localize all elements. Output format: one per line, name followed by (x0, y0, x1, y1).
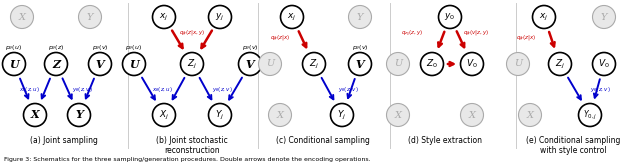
Text: V: V (246, 59, 254, 70)
Text: X: X (276, 111, 284, 120)
Text: $y_\theta(z, v)$: $y_\theta(z, v)$ (338, 85, 358, 94)
Text: $V_0$: $V_0$ (598, 58, 610, 70)
Text: X: X (394, 111, 401, 120)
Text: Y: Y (601, 12, 607, 21)
Text: X: X (468, 111, 476, 120)
Text: X: X (527, 111, 534, 120)
Text: $p_\theta(u)$: $p_\theta(u)$ (125, 43, 143, 52)
Text: (a) Joint sampling: (a) Joint sampling (30, 136, 98, 145)
Text: V: V (96, 59, 104, 70)
Circle shape (209, 6, 232, 29)
Text: $p_\theta(v)$: $p_\theta(v)$ (92, 43, 108, 52)
Circle shape (259, 52, 282, 75)
Circle shape (152, 6, 175, 29)
Circle shape (387, 103, 410, 126)
Circle shape (152, 103, 175, 126)
Text: $Z_0$: $Z_0$ (426, 58, 438, 70)
Text: $x_j$: $x_j$ (287, 11, 297, 23)
Text: $x_j$: $x_j$ (159, 11, 169, 23)
Text: Figure 3: Schematics for the three sampling/generation procedures. Double arrows: Figure 3: Schematics for the three sampl… (4, 157, 371, 162)
Circle shape (209, 103, 232, 126)
Circle shape (269, 103, 291, 126)
Text: U: U (394, 60, 402, 69)
Circle shape (330, 103, 353, 126)
Circle shape (461, 103, 483, 126)
Circle shape (593, 6, 616, 29)
Circle shape (506, 52, 529, 75)
Text: (b) Joint stochastic
reconstruction: (b) Joint stochastic reconstruction (156, 136, 228, 155)
Text: $Z_j$: $Z_j$ (555, 57, 565, 71)
Text: $p_\theta(z)$: $p_\theta(z)$ (48, 43, 64, 52)
Circle shape (24, 103, 47, 126)
Text: $p_\theta(u)$: $p_\theta(u)$ (6, 43, 22, 52)
Text: $p_\theta(v)$: $p_\theta(v)$ (351, 43, 369, 52)
Circle shape (548, 52, 572, 75)
Text: U: U (129, 59, 139, 70)
Circle shape (349, 52, 371, 75)
Circle shape (518, 103, 541, 126)
Text: $Y_j$: $Y_j$ (337, 108, 347, 122)
Circle shape (349, 6, 371, 29)
Circle shape (10, 6, 33, 29)
Circle shape (180, 52, 204, 75)
Text: $y_\theta(z, v)$: $y_\theta(z, v)$ (589, 85, 611, 94)
Text: $q_\phi(z|x)$: $q_\phi(z|x)$ (270, 33, 290, 43)
Circle shape (122, 52, 145, 75)
Text: $y_\theta(z, v)$: $y_\theta(z, v)$ (72, 85, 92, 94)
Circle shape (593, 52, 616, 75)
Text: $q_\phi(z|x)$: $q_\phi(z|x)$ (516, 33, 536, 43)
Circle shape (79, 6, 102, 29)
Text: Y: Y (87, 12, 93, 21)
Circle shape (387, 52, 410, 75)
Text: X: X (19, 12, 26, 21)
Circle shape (239, 52, 262, 75)
Circle shape (280, 6, 303, 29)
Circle shape (45, 52, 67, 75)
Text: U: U (9, 59, 19, 70)
Text: $y_j$: $y_j$ (215, 11, 225, 23)
Text: $x_\theta(z, u)$: $x_\theta(z, u)$ (19, 85, 40, 94)
Text: U: U (514, 60, 522, 69)
Text: $x_\theta(z, u)$: $x_\theta(z, u)$ (152, 85, 172, 94)
Text: $p_\theta(v)$: $p_\theta(v)$ (242, 43, 259, 52)
Text: $Y_j$: $Y_j$ (216, 108, 225, 122)
Text: $x_j$: $x_j$ (540, 11, 548, 23)
Circle shape (303, 52, 326, 75)
Circle shape (579, 103, 602, 126)
Text: $q_{z_0}(z, y)$: $q_{z_0}(z, y)$ (401, 28, 423, 38)
Text: $y_0$: $y_0$ (444, 11, 456, 22)
Text: Y: Y (75, 110, 83, 121)
Circle shape (438, 6, 461, 29)
Circle shape (3, 52, 26, 75)
Circle shape (88, 52, 111, 75)
Text: $q_\phi(v|z, y)$: $q_\phi(v|z, y)$ (463, 28, 489, 38)
Text: (e) Conditional sampling
with style control: (e) Conditional sampling with style cont… (525, 136, 620, 155)
Text: X: X (31, 110, 39, 121)
Text: $q_\phi(z|x, y)$: $q_\phi(z|x, y)$ (179, 28, 205, 38)
Circle shape (420, 52, 444, 75)
Text: Z: Z (52, 59, 60, 70)
Circle shape (461, 52, 483, 75)
Text: $Y_{0,j}$: $Y_{0,j}$ (583, 108, 597, 122)
Text: $Z_j$: $Z_j$ (187, 57, 197, 71)
Text: (c) Conditional sampling: (c) Conditional sampling (276, 136, 370, 145)
Text: $y_\theta(z, v)$: $y_\theta(z, v)$ (212, 85, 232, 94)
Circle shape (532, 6, 556, 29)
Text: $Z_j$: $Z_j$ (309, 57, 319, 71)
Text: Y: Y (356, 12, 364, 21)
Text: (d) Style extraction: (d) Style extraction (408, 136, 482, 145)
Text: $V_0$: $V_0$ (466, 58, 478, 70)
Text: $X_j$: $X_j$ (159, 108, 169, 122)
Text: U: U (266, 60, 274, 69)
Text: V: V (356, 59, 364, 70)
Circle shape (67, 103, 90, 126)
